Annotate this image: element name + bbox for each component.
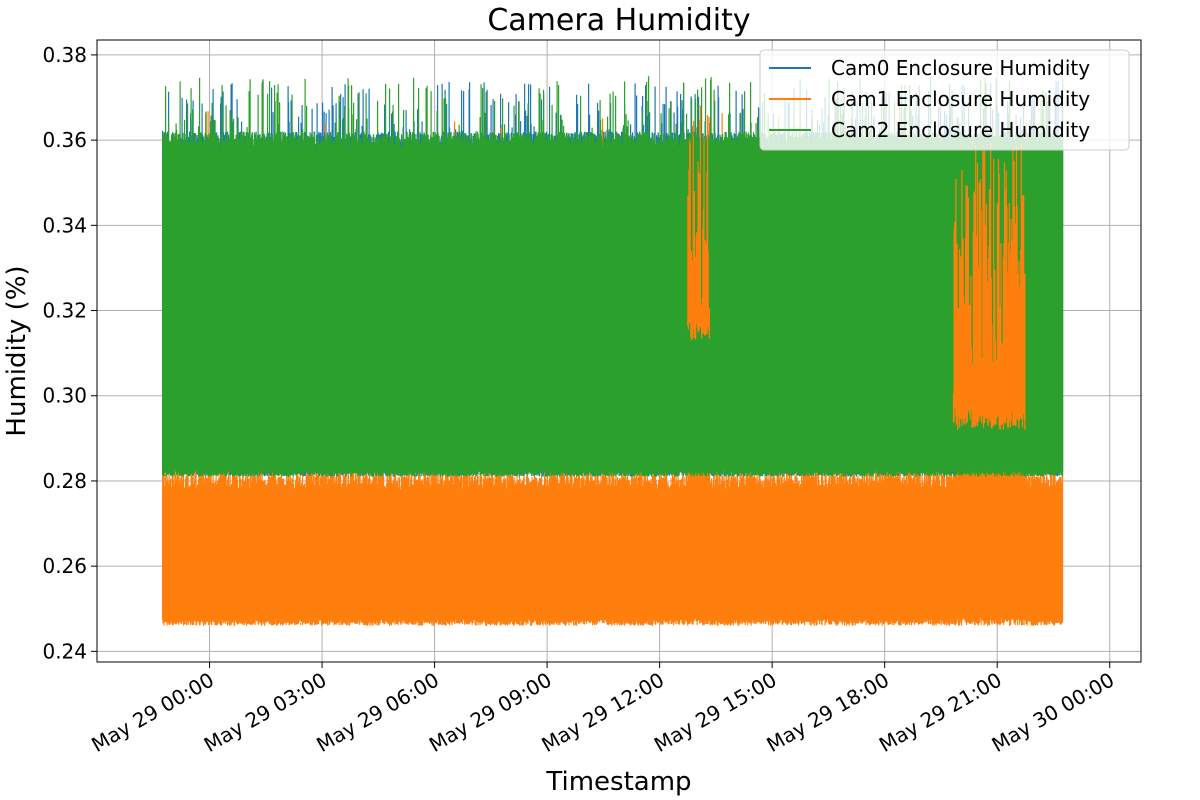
y-tick-label: 0.36: [42, 128, 87, 152]
y-tick-label: 0.34: [42, 213, 87, 237]
y-tick-label: 0.30: [42, 384, 87, 408]
legend-label: Cam2 Enclosure Humidity: [831, 118, 1090, 142]
legend: Cam0 Enclosure Humidity Cam1 Enclosure Hu…: [759, 49, 1130, 151]
legend-label: Cam1 Enclosure Humidity: [831, 87, 1090, 111]
series-1-excursion-0: [687, 105, 710, 341]
x-axis-title: Timestamp: [545, 767, 691, 797]
legend-box: [759, 49, 1130, 151]
series-layer: [162, 76, 1064, 626]
plot-frame: [96, 39, 1142, 663]
y-tick-label: 0.32: [42, 299, 87, 323]
chart-title: Camera Humidity: [487, 3, 750, 38]
y-axis-ticks: 0.24 0.26 0.28 0.30 0.32 0.34 0.36 0.38: [42, 43, 97, 663]
series-1-excursion-1: [952, 142, 1026, 430]
axes: [96, 39, 1142, 663]
y-tick-label: 0.28: [42, 469, 87, 493]
y-tick-label: 0.38: [42, 43, 87, 67]
y-tick-label: 0.26: [42, 554, 87, 578]
legend-label: Cam0 Enclosure Humidity: [831, 56, 1090, 80]
y-tick-label: 0.24: [42, 639, 87, 663]
y-axis-title: Humidity (%): [2, 265, 32, 436]
